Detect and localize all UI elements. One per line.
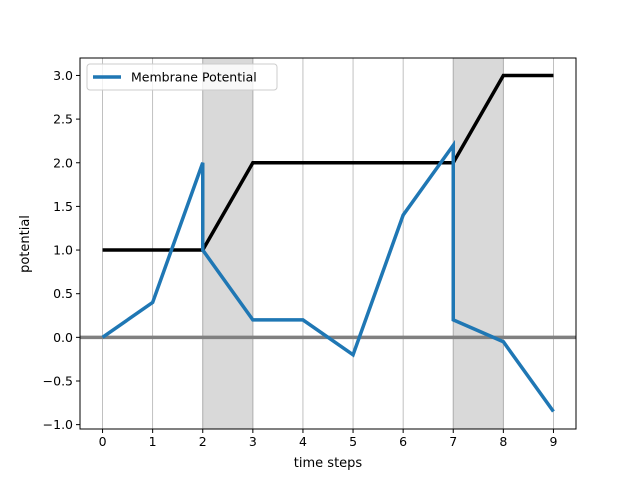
y-tick-label: 2.5 [53,112,73,127]
shaded-span [452,57,504,430]
y-axis-ticks: −1.0 −0.5 0.0 0.5 1.0 1.5 2.0 2.5 3.0 [43,68,80,432]
y-tick-label: −1.0 [43,417,73,432]
y-tick-label: 1.0 [53,243,73,258]
series-lines [101,73,555,413]
x-tick-label: 9 [549,434,557,449]
series-membrane-potential [101,139,555,413]
x-tick-label: 7 [449,434,457,449]
x-tick-label: 2 [199,434,207,449]
x-tick-label: 6 [399,434,407,449]
shaded-span [202,57,254,430]
x-axis-ticks: 0 1 2 3 4 5 6 7 8 9 [99,429,557,449]
y-tick-label: 1.5 [53,199,73,214]
legend-box [86,63,278,91]
x-tick-label: 8 [499,434,507,449]
x-tick-label: 1 [149,434,157,449]
y-tick-label: 3.0 [53,68,73,83]
x-tick-label: 0 [99,434,107,449]
x-tick-label: 4 [299,434,307,449]
series-threshold-line [102,73,554,252]
x-axis-label: time steps [294,456,363,471]
y-tick-label: −0.5 [43,373,73,388]
plot-frame [79,57,577,430]
y-tick-label: 2.0 [53,155,73,170]
legend-label: Membrane Potential [131,70,257,85]
x-tick-label: 5 [349,434,357,449]
y-axis-label: potential [18,215,33,273]
x-tick-label: 3 [249,434,257,449]
y-tick-label: 0.0 [53,330,73,345]
y-tick-label: 0.5 [53,286,73,301]
legend: Membrane Potential [86,63,278,91]
